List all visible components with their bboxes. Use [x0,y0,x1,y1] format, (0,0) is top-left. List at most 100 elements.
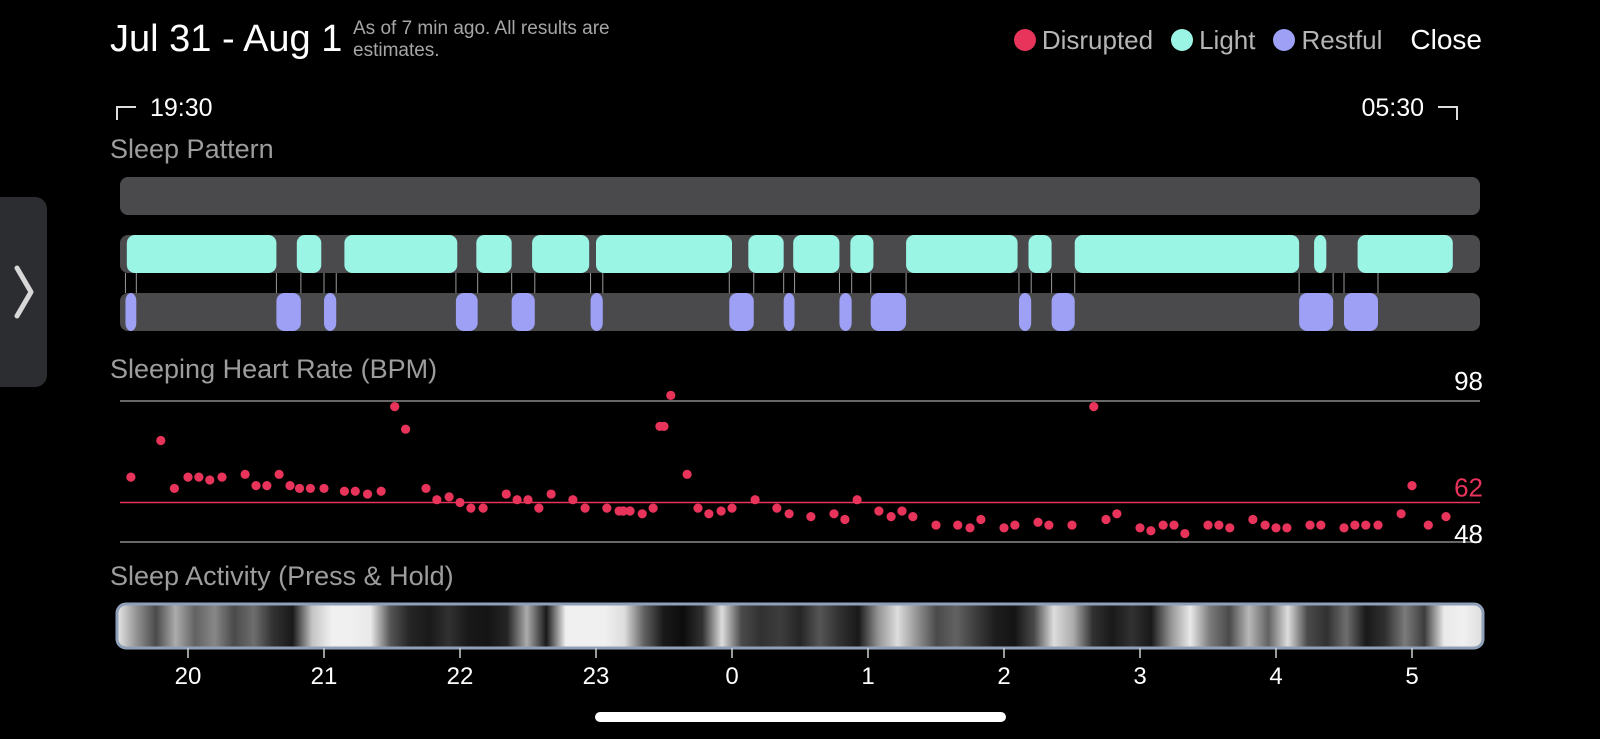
hr-point [1396,509,1406,519]
start-time-label: 19:30 [150,94,213,122]
hr-point [421,483,431,494]
light-segment [126,235,277,273]
hr-point [478,503,488,513]
heart-rate-title: Sleeping Heart Rate (BPM) [110,354,438,384]
hr-point [682,469,692,479]
hr-point [339,486,349,496]
light-segment [476,235,512,273]
hr-point [704,509,714,519]
hr-point [568,495,578,505]
hr-point [1010,520,1020,530]
hr-point [205,475,215,485]
x-tick-label: 2 [997,663,1010,690]
hr-point [976,514,986,525]
sleep-activity-title: Sleep Activity (Press & Hold) [110,561,454,591]
legend-restful-label: Restful [1301,24,1383,55]
restful-segment [839,293,852,331]
legend-disrupted: Disrupted [1013,24,1154,56]
light-segment [296,235,322,273]
hr-point [965,523,975,533]
hr-average-label: 62 [1454,473,1483,503]
light-segment [596,235,732,273]
activity-bar [115,602,1485,650]
hr-point [217,472,227,482]
legend: Disrupted Light Restful Close [1013,22,1482,58]
hr-point [1361,520,1371,530]
close-button[interactable]: Close [1410,24,1482,55]
end-time: 05:30 [1361,94,1458,123]
x-tick-label: 3 [1133,663,1146,690]
x-tick-label: 4 [1269,663,1282,690]
hr-point [1339,523,1349,533]
light-segment [748,235,784,273]
restful-segment [276,293,301,331]
hr-point [829,509,839,519]
restful-segment [1051,293,1075,331]
hr-point [534,503,544,513]
hr-point [1169,520,1179,530]
restful-dot-icon [1273,29,1296,51]
hr-point [727,503,737,513]
hr-point [1044,520,1054,530]
disrupted-track [120,177,1480,215]
restful-segment [783,293,795,331]
bracket-right-icon [1438,105,1458,120]
start-time: 19:30 [116,94,213,123]
light-segment [344,235,458,273]
hr-point [716,506,726,516]
hr-point [1033,517,1043,527]
hr-max-label: 98 [1454,366,1483,396]
hr-point [897,506,907,516]
hr-point [294,483,305,494]
legend-disrupted-label: Disrupted [1041,24,1154,55]
x-tick-label: 23 [583,663,610,690]
hr-point [1112,509,1122,519]
hr-point [319,483,329,494]
hr-point [501,489,511,499]
side-panel-handle[interactable] [0,197,47,387]
hr-point [1135,523,1145,533]
hr-point [1158,520,1168,530]
restful-segment [1299,293,1334,331]
sleep-pattern-title: Sleep Pattern [110,134,274,164]
hr-point [523,495,533,505]
home-indicator[interactable] [595,712,1006,722]
hr-point [1225,523,1235,533]
hr-point [1373,520,1383,530]
hr-point [432,495,442,505]
hr-point [240,469,250,479]
hr-point [169,483,179,494]
hr-point [183,472,193,482]
hr-point [784,509,794,519]
hr-point [285,481,295,491]
hr-point [274,469,284,479]
restful-segment [729,293,754,331]
sleep-activity-chart[interactable] [115,602,1485,650]
hr-point [953,520,963,530]
hr-point [772,503,782,513]
hr-point [1146,526,1156,536]
restful-segment [1344,293,1378,331]
x-tick-label: 1 [861,663,874,690]
hr-point [546,489,556,499]
x-tick-label: 22 [447,663,474,690]
light-segment [850,235,874,273]
restful-segment [324,293,337,331]
hr-point [1316,520,1326,530]
hr-point [401,424,411,434]
hr-point [1089,402,1099,412]
estimate-note: As of 7 min ago. All results are estimat… [353,18,610,61]
hr-point [512,495,522,505]
x-tick-label: 20 [175,663,202,690]
legend-light-label: Light [1199,24,1256,55]
hr-point [1305,520,1315,530]
hr-point [750,495,760,505]
hr-point [350,486,360,496]
hr-point [659,421,669,431]
light-segment [1357,235,1453,273]
hr-point [693,503,703,513]
hr-point [390,402,400,412]
hr-point [1180,528,1190,539]
hr-point [444,492,454,502]
hr-point [251,481,261,491]
